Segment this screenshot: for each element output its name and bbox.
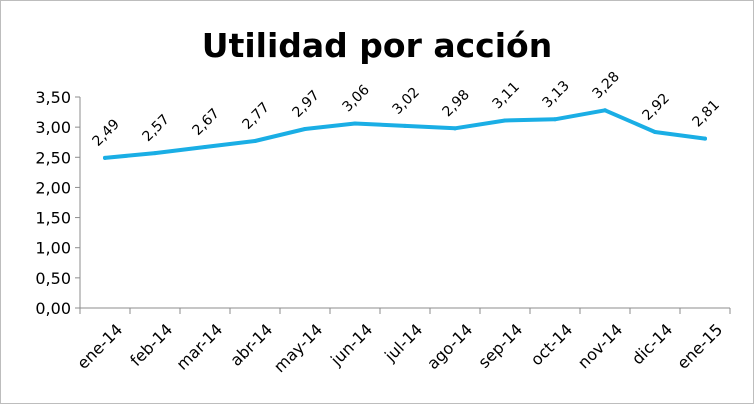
x-tick-label: mar-14 — [173, 320, 227, 374]
data-label: 3,13 — [539, 78, 572, 111]
data-point — [303, 126, 307, 131]
data-label: 2,77 — [239, 100, 272, 133]
data-label: 2,49 — [89, 116, 122, 149]
y-axis: 0,00 0,50 1,00 1,50 2,00 2,50 3,00 3,50 — [35, 88, 81, 318]
data-point — [403, 123, 407, 128]
data-label: 2,98 — [439, 87, 472, 120]
x-tick-label: jun-14 — [326, 320, 376, 370]
y-tick-label: 3,50 — [35, 88, 71, 107]
x-tick-label: ene-15 — [673, 320, 726, 373]
data-point — [703, 136, 707, 141]
data-labels: 2,49 2,57 2,67 2,77 2,97 3,06 3,02 2,98 3,11 3,13… — [89, 69, 722, 150]
data-point — [153, 151, 157, 156]
data-label: 3,06 — [339, 82, 372, 115]
y-tick-label: 1,00 — [35, 239, 71, 258]
y-tick-label: 0,00 — [35, 299, 71, 318]
data-label: 2,67 — [189, 106, 222, 139]
data-label: 2,57 — [139, 112, 172, 145]
y-tick-label: 2,50 — [35, 148, 71, 167]
x-tick-label: ago-14 — [423, 320, 476, 373]
x-tick-label: jul-14 — [380, 320, 426, 366]
y-tick-label: 1,50 — [35, 209, 71, 228]
x-tick-label: may-14 — [270, 320, 326, 376]
data-point — [453, 126, 457, 131]
y-tick-label: 0,50 — [35, 269, 71, 288]
data-point — [103, 155, 107, 160]
x-tick-label: feb-14 — [126, 320, 176, 370]
data-point — [503, 118, 507, 123]
data-point — [353, 121, 357, 126]
x-tick-label: ene-14 — [73, 320, 126, 373]
data-point — [653, 129, 657, 134]
x-tick-label: nov-14 — [574, 320, 626, 372]
x-tick-label: sep-14 — [474, 320, 526, 372]
chart-title: Utilidad por acción — [202, 26, 552, 65]
data-label: 3,28 — [589, 69, 622, 102]
data-label: 2,92 — [639, 90, 672, 123]
data-point — [603, 108, 607, 113]
y-tick-label: 2,00 — [35, 178, 71, 197]
series-line-group — [103, 108, 707, 160]
data-label: 3,02 — [389, 84, 422, 117]
data-label: 2,81 — [689, 97, 722, 130]
data-point — [203, 145, 207, 150]
data-point — [253, 139, 257, 144]
data-label: 3,11 — [489, 79, 522, 112]
data-label: 2,97 — [289, 87, 322, 120]
data-point — [553, 117, 557, 122]
x-tick-label: oct-14 — [527, 320, 576, 369]
y-tick-label: 3,00 — [35, 118, 71, 137]
x-tick-label: abr-14 — [226, 320, 276, 370]
x-tick-label: dic-14 — [628, 320, 676, 368]
